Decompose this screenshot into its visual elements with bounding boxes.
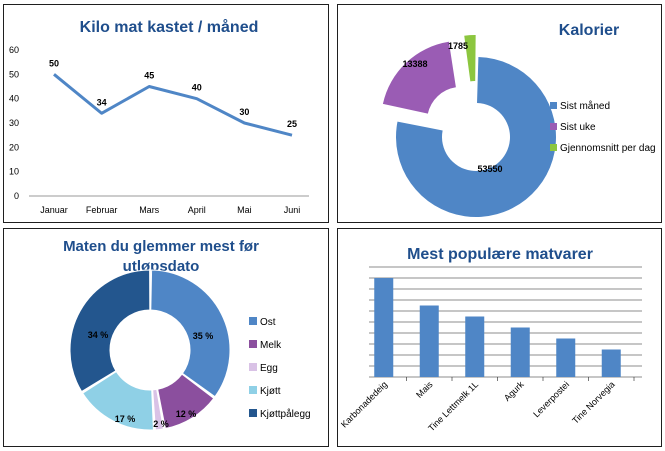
popular-food-chart-panel: Mest populære matvarer Karbonadedeig Mais…	[337, 228, 662, 447]
legend-swatch	[249, 363, 257, 371]
data-label: 34 %	[88, 330, 109, 340]
donut-slice	[396, 57, 556, 218]
y-tick-label: 50	[9, 69, 19, 79]
x-tick-label: Mais	[414, 379, 435, 400]
data-label: 12 %	[176, 409, 197, 419]
line-chart-panel: Kilo mat kastet / måned 0 10 20 30 40 50 60 Jan…	[3, 4, 329, 223]
legend-swatch	[550, 123, 557, 130]
donut-slice	[150, 269, 231, 398]
legend-swatch	[550, 144, 557, 151]
legend-swatch	[249, 386, 257, 394]
line-chart: Kilo mat kastet / måned 0 10 20 30 40 50 60 Jan…	[9, 18, 309, 215]
donut-slice	[69, 269, 151, 393]
x-tick-label: Tine Lettmelk 1L	[426, 379, 480, 433]
donut-slice	[152, 388, 164, 431]
donut-slice	[157, 373, 215, 430]
y-tick-label: 0	[14, 191, 19, 201]
legend-label: Egg	[260, 363, 278, 374]
legend-label: Kjøttpålegg	[260, 408, 311, 420]
x-tick-label: Mars	[139, 205, 159, 215]
forgotten-food-title-line-1: Maten du glemmer mest før	[63, 238, 259, 255]
x-tick-label: April	[188, 205, 206, 215]
data-label: 53550	[477, 164, 502, 174]
data-label: 17 %	[115, 414, 136, 424]
data-label: 50	[49, 58, 59, 68]
popular-food-title: Mest populære matvarer	[407, 246, 593, 263]
x-tick-label: Januar	[40, 205, 68, 215]
data-label: 34	[97, 97, 107, 107]
legend-swatch	[550, 102, 557, 109]
legend-label: Kjøtt	[260, 386, 281, 397]
legend-label: Sist uke	[560, 122, 596, 133]
y-tick-label: 30	[9, 118, 19, 128]
legend-label: Ost	[260, 317, 276, 328]
y-tick-label: 60	[9, 45, 19, 55]
line-chart-title: Kilo mat kastet / måned	[80, 18, 259, 36]
x-tick-label: Karbonadedeig	[339, 379, 389, 429]
donut-slice	[81, 370, 154, 431]
data-label: 2 %	[153, 419, 169, 429]
x-tick-label: Tine Norvegia	[570, 379, 616, 425]
data-label: 25	[287, 119, 297, 129]
legend-label: Melk	[260, 340, 282, 351]
calories-donut-chart: Kalorier 53550 13388 1785 Sist måned Sist uk…	[382, 22, 656, 218]
data-label: 1785	[448, 41, 468, 51]
y-tick-label: 10	[9, 167, 19, 177]
x-tick-label: Februar	[86, 205, 118, 215]
data-label: 35 %	[193, 331, 214, 341]
bar	[374, 278, 394, 377]
x-tick-label: Leverpostei	[531, 379, 571, 419]
y-tick-label: 20	[9, 142, 19, 152]
data-label: 13388	[402, 59, 427, 69]
legend-label: Gjennomsnitt per dag	[560, 143, 656, 154]
data-label: 40	[192, 83, 202, 93]
legend-label: Sist måned	[560, 100, 610, 112]
series-line	[53, 73, 293, 137]
x-tick-label: Agurk	[502, 379, 526, 403]
donut-slice	[382, 41, 456, 114]
bar	[601, 349, 621, 377]
popular-food-bar-chart: Mest populære matvarer Karbonadedeig Mais…	[339, 246, 642, 433]
legend-swatch	[249, 340, 257, 348]
forgotten-food-chart-panel: Maten du glemmer mest før utløpsdato 35 …	[3, 228, 329, 447]
calories-chart-panel: Kalorier 53550 13388 1785 Sist måned Sist uk…	[337, 4, 662, 223]
donut-slice	[464, 35, 476, 82]
x-tick-label: Juni	[284, 205, 301, 215]
bar	[419, 305, 439, 377]
forgotten-food-donut-chart: Maten du glemmer mest før utløpsdato 35 …	[63, 238, 311, 431]
legend-swatch	[249, 317, 257, 325]
data-label: 45	[144, 71, 154, 81]
calories-chart-title: Kalorier	[559, 22, 619, 39]
bar	[556, 338, 576, 377]
bar	[510, 327, 530, 377]
legend-swatch	[249, 409, 257, 417]
x-tick-label: Mai	[237, 205, 252, 215]
y-tick-label: 40	[9, 94, 19, 104]
data-label: 30	[239, 107, 249, 117]
bar	[465, 316, 485, 377]
